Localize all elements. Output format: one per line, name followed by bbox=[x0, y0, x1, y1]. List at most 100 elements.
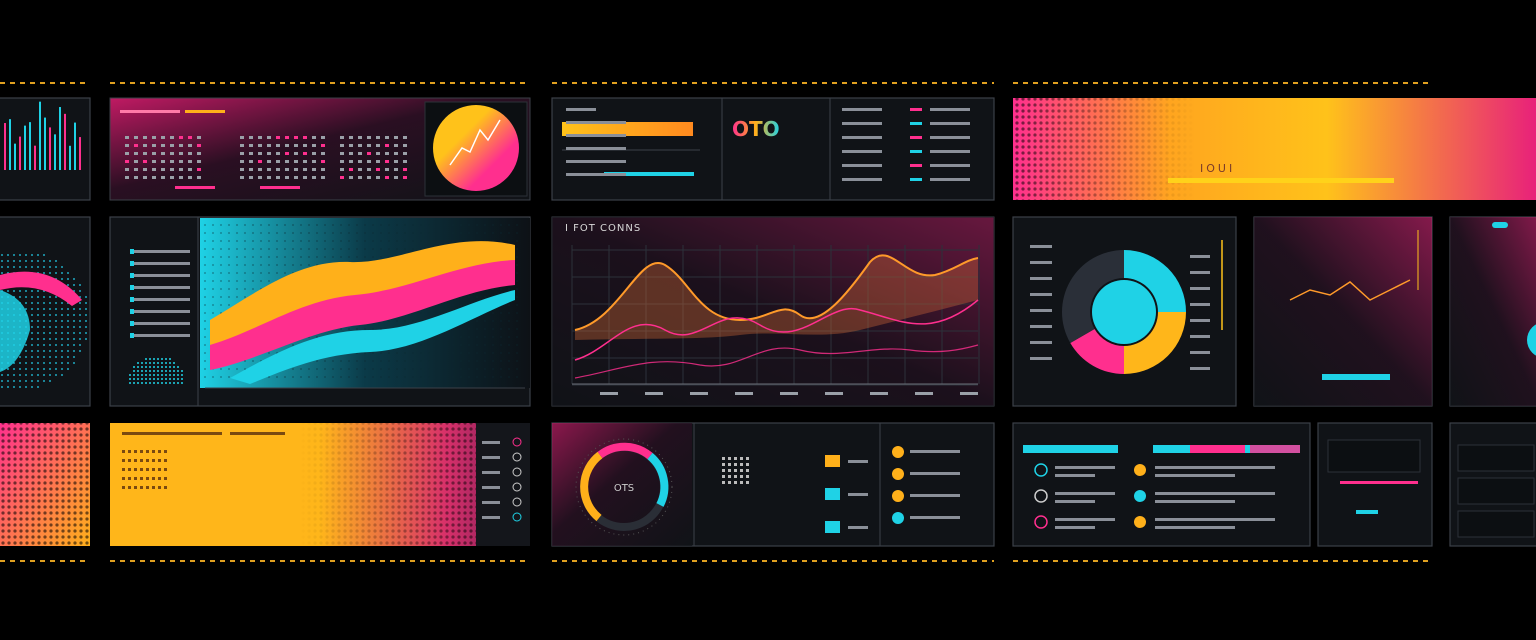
line-grid bbox=[571, 245, 980, 395]
globe-dot bbox=[73, 362, 75, 364]
dome-dot bbox=[157, 358, 159, 360]
cal-dot bbox=[188, 144, 192, 147]
globe-dot bbox=[13, 380, 15, 382]
cal-dot bbox=[267, 176, 271, 179]
wave-dot bbox=[444, 368, 446, 370]
dome-dot bbox=[145, 378, 147, 380]
wave-dot bbox=[204, 328, 206, 330]
wave-dot bbox=[300, 224, 302, 226]
globe-dot bbox=[37, 344, 39, 346]
globe-dot bbox=[43, 368, 45, 370]
globe-dot bbox=[73, 326, 75, 328]
wave-dot bbox=[404, 224, 406, 226]
wave-dot bbox=[340, 376, 342, 378]
wave-dot bbox=[420, 368, 422, 370]
wave-dot bbox=[452, 224, 454, 226]
wave-dot bbox=[220, 376, 222, 378]
dome-dot bbox=[165, 366, 167, 368]
wave-dot bbox=[228, 280, 230, 282]
wave-dot bbox=[340, 248, 342, 250]
globe-dot bbox=[55, 362, 57, 364]
text-stub bbox=[1030, 309, 1052, 312]
wave-dot bbox=[516, 256, 518, 258]
wave-dot bbox=[388, 376, 390, 378]
globe-dot bbox=[31, 266, 33, 268]
cal-dot bbox=[161, 168, 165, 171]
cal-dot bbox=[161, 160, 165, 163]
dome-dot bbox=[173, 362, 175, 364]
wave-dot bbox=[324, 256, 326, 258]
wave-dot bbox=[252, 248, 254, 250]
cal-dot bbox=[376, 168, 380, 171]
bar-cluster bbox=[4, 101, 81, 170]
wave-dot bbox=[412, 368, 414, 370]
cell bbox=[122, 477, 125, 480]
globe-dot bbox=[67, 350, 69, 352]
text-stub bbox=[842, 122, 882, 125]
globe-dot bbox=[73, 278, 75, 280]
text-stub bbox=[482, 441, 500, 444]
cal-dot bbox=[321, 144, 325, 147]
cal-dot bbox=[179, 144, 183, 147]
wave-dot bbox=[516, 312, 518, 314]
dome-dot bbox=[161, 358, 163, 360]
wave-dot bbox=[452, 376, 454, 378]
tile bbox=[825, 521, 840, 533]
wave-dot bbox=[396, 224, 398, 226]
wave-dot bbox=[276, 232, 278, 234]
cal-dot bbox=[358, 176, 362, 179]
text-stub bbox=[735, 392, 753, 395]
globe-dot bbox=[61, 320, 63, 322]
dome-dot bbox=[153, 366, 155, 368]
wave-dot bbox=[452, 240, 454, 242]
bar bbox=[29, 122, 31, 170]
cell bbox=[740, 481, 743, 484]
donut-segment bbox=[1124, 312, 1186, 374]
wave-dot bbox=[420, 240, 422, 242]
wave-dot bbox=[380, 368, 382, 370]
globe-dot bbox=[25, 344, 27, 346]
globe-dot bbox=[55, 308, 57, 310]
cal-dot bbox=[367, 176, 371, 179]
globe-dot bbox=[7, 380, 9, 382]
cell bbox=[728, 457, 731, 460]
cal-dot bbox=[134, 176, 138, 179]
cal-dot bbox=[143, 176, 147, 179]
globe-dot bbox=[85, 308, 87, 310]
globe-dot bbox=[49, 344, 51, 346]
globe-dot bbox=[49, 356, 51, 358]
cal-dot bbox=[376, 152, 380, 155]
wave-dot bbox=[292, 368, 294, 370]
wave-dot bbox=[484, 344, 486, 346]
wave-dot bbox=[212, 280, 214, 282]
wave-dot bbox=[212, 264, 214, 266]
header-stripe bbox=[1190, 445, 1245, 453]
wave-dot bbox=[452, 336, 454, 338]
globe-dot bbox=[13, 254, 15, 256]
cal-dot bbox=[170, 160, 174, 163]
text-stub bbox=[600, 392, 618, 395]
globe-dot bbox=[43, 356, 45, 358]
globe-dot bbox=[37, 254, 39, 256]
cal-dot bbox=[349, 136, 353, 139]
dome-dot bbox=[165, 374, 167, 376]
cell bbox=[722, 457, 725, 460]
wave-dot bbox=[460, 344, 462, 346]
wave-dot bbox=[276, 224, 278, 226]
wave-dot bbox=[420, 248, 422, 250]
wave-dot bbox=[252, 264, 254, 266]
globe-dot bbox=[73, 350, 75, 352]
globe-dot bbox=[31, 380, 33, 382]
wave-dot bbox=[484, 376, 486, 378]
globe-dot bbox=[19, 296, 21, 298]
globe-dot bbox=[1, 380, 3, 382]
dome-dot bbox=[149, 374, 151, 376]
globe-dot bbox=[73, 356, 75, 358]
wave-dot bbox=[404, 240, 406, 242]
globe-dot bbox=[25, 356, 27, 358]
dome-dot bbox=[149, 366, 151, 368]
text-stub bbox=[870, 392, 888, 395]
wave-dot bbox=[372, 224, 374, 226]
wave-dot bbox=[324, 248, 326, 250]
